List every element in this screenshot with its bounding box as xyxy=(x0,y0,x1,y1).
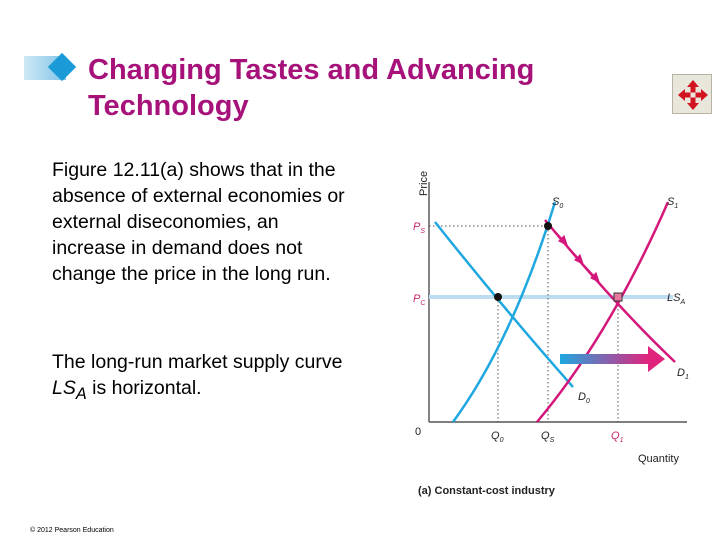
paragraph-figure-explanation: Figure 12.11(a) shows that in the absenc… xyxy=(52,159,345,285)
curve-label-s0: S0 xyxy=(552,196,563,210)
curve-label-d1: D1 xyxy=(677,367,689,381)
slide-title: Changing Tastes and Advancing Technology xyxy=(88,54,535,122)
adjust-arrowhead-1 xyxy=(557,234,569,247)
curve-label-lsa: LSA xyxy=(667,292,685,306)
demand-shift-arrow-body xyxy=(560,354,648,364)
supply-curve-s0 xyxy=(451,201,557,423)
paragraph-long-run-supply: The long-run market supply curve LSA is … xyxy=(52,349,357,407)
curve-label-s1: S1 xyxy=(667,196,678,210)
equilibrium-short-run xyxy=(544,222,552,230)
quantity-label-q0: Q0 xyxy=(491,430,504,444)
demand-curve-d0 xyxy=(434,221,574,388)
diagram-caption: (a) Constant-cost industry xyxy=(418,485,556,497)
x-axis-label: Quantity xyxy=(638,453,679,465)
equilibrium-new-long-run xyxy=(613,292,623,302)
copyright-footer: © 2012 Pearson Education xyxy=(30,527,114,534)
equilibrium-initial xyxy=(494,293,502,301)
paragraph-text-end: is horizontal. xyxy=(86,377,202,399)
quantity-label-q1: Q1 xyxy=(611,430,624,444)
move-arrows-icon[interactable] xyxy=(672,74,712,114)
paragraph-text-start: The long-run market supply curve xyxy=(52,351,343,373)
quantity-label-qs: QS xyxy=(541,430,555,444)
y-axis-label: Price xyxy=(418,171,430,196)
price-label-pc: PC xyxy=(413,293,426,307)
constant-cost-industry-diagram: Price Quantity 0 PS PC Q0 QS Q1 S0 S1 LS… xyxy=(413,171,689,497)
price-label-ps: PS xyxy=(413,221,425,235)
adjust-arrowhead-3 xyxy=(589,271,601,284)
supply-curve-s1 xyxy=(536,201,670,423)
origin-label: 0 xyxy=(415,426,421,438)
ls-subscript: A xyxy=(75,384,87,403)
ls-variable: LS xyxy=(52,377,76,399)
adjust-arrowhead-2 xyxy=(573,253,585,266)
demand-shift-arrowhead xyxy=(648,346,665,372)
curve-label-d0: D0 xyxy=(578,391,590,405)
